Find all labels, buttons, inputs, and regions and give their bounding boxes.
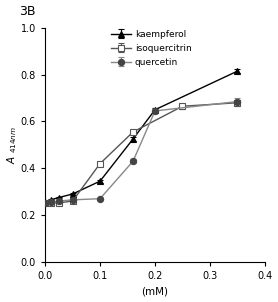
Y-axis label: $A$ $_{414nm}$: $A$ $_{414nm}$ [6, 126, 19, 164]
Legend: kaempferol, isoquercitrin, quercetin: kaempferol, isoquercitrin, quercetin [111, 30, 191, 67]
X-axis label: (mM): (mM) [142, 286, 168, 297]
Text: 3B: 3B [19, 5, 35, 18]
